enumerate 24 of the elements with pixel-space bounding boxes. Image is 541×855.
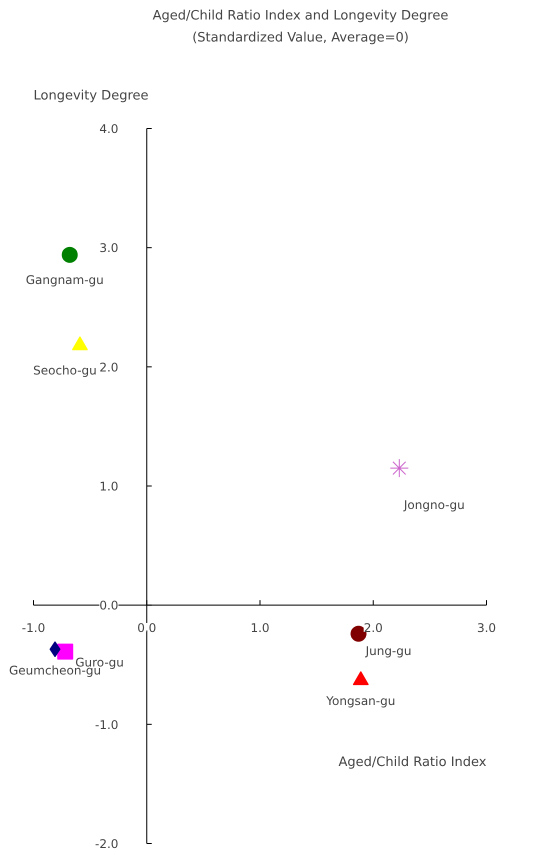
x-tick-label: 3.0	[476, 621, 496, 636]
y-tick-label: -2.0	[95, 837, 118, 851]
chart-title: Aged/Child Ratio Index and Longevity Degree	[152, 8, 448, 24]
y-tick-label: -1.0	[95, 718, 118, 732]
x-tick-label: 0.0	[137, 621, 156, 636]
y-tick-label: 3.0	[99, 241, 118, 256]
chart-subtitle: (Standardized Value, Average=0)	[192, 30, 409, 46]
x-tick-label: 2.0	[364, 621, 383, 636]
x-tick-label: 1.0	[250, 621, 270, 636]
y-tick-label: 1.0	[99, 480, 118, 494]
series-label: Seocho-gu	[33, 363, 97, 378]
point	[62, 246, 78, 263]
y-tick-label: 2.0	[99, 360, 118, 374]
point	[57, 644, 74, 660]
x-tick-label: -1.0	[22, 621, 46, 636]
point	[390, 458, 409, 478]
x-axis-title: Aged/Child Ratio Index	[338, 755, 487, 770]
series-label: Gangnam-gu	[26, 272, 104, 287]
series-label: Jongno-gu	[402, 498, 465, 512]
series-label: Jung-gu	[364, 644, 412, 658]
y-axis-title: Longevity Degree	[34, 88, 149, 104]
y-tick-label: 4.0	[99, 122, 118, 136]
series-label: Yongsan-gu	[325, 694, 396, 708]
y-tick-label: 0.0	[99, 598, 118, 613]
